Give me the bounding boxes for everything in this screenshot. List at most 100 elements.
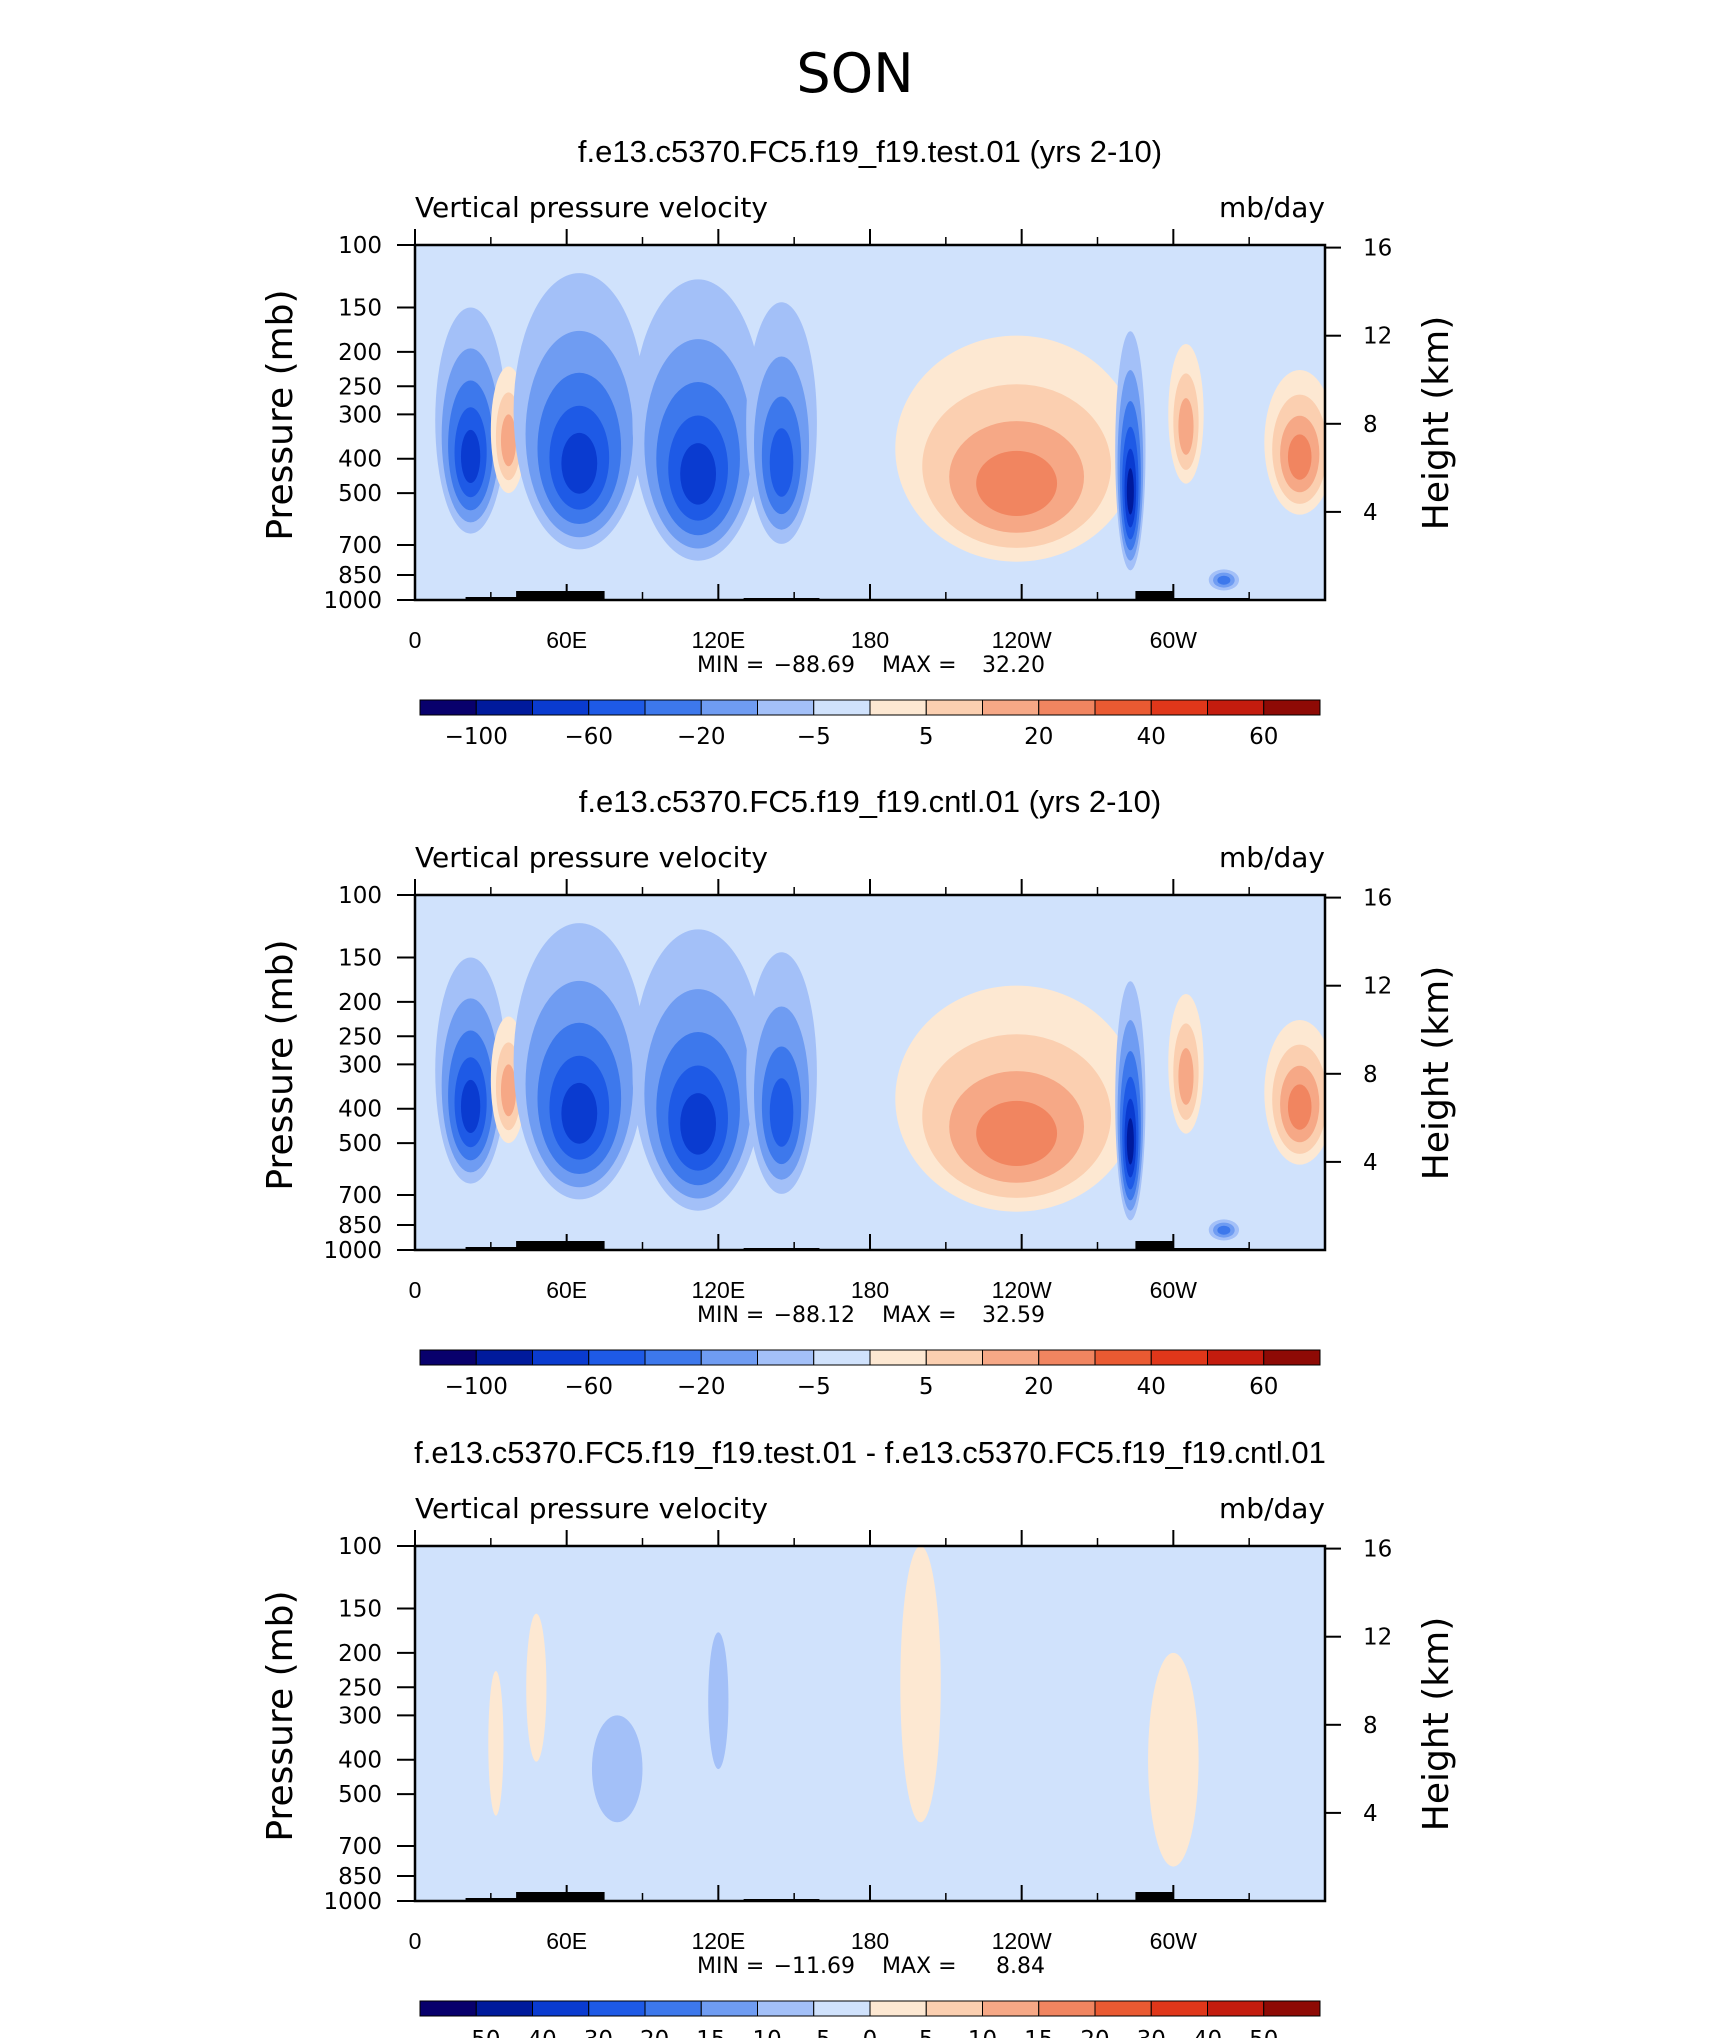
contour-blob-8 <box>1178 1048 1194 1105</box>
colorbar-box-12 <box>1038 2000 1096 2017</box>
contour-blob-5 <box>769 1078 794 1147</box>
contour-field <box>415 895 1325 1250</box>
x-tick-label: 180 <box>851 627 889 653</box>
colorbar-box-2 <box>475 2000 533 2017</box>
colorbar-label: −10 <box>733 2027 782 2038</box>
colorbar-box-4 <box>588 1349 646 1366</box>
colorbar-box-14 <box>1150 1349 1208 1366</box>
y-tick-label: 700 <box>338 533 382 559</box>
x-tick-label: 120W <box>992 627 1052 653</box>
topography-2 <box>516 1241 605 1250</box>
contour-blob-3 <box>561 1082 598 1144</box>
contour-blob-5 <box>900 1546 941 1823</box>
y2-tick-label: 12 <box>1363 324 1392 350</box>
x-tick-label: 60E <box>546 627 587 653</box>
y-tick-label: 400 <box>338 1748 382 1774</box>
colorbar-box-11 <box>982 2000 1040 2017</box>
contour-field <box>415 1546 1325 1901</box>
y-tick-label: 100 <box>338 1534 382 1560</box>
x-tick-label: 120W <box>992 1277 1052 1303</box>
contour-blob-1 <box>460 429 481 483</box>
y-tick-label: 700 <box>338 1834 382 1860</box>
y-tick-label: 200 <box>338 990 382 1016</box>
colorbar-box-13 <box>1094 699 1152 716</box>
colorbar-label: −60 <box>564 1374 613 1400</box>
colorbar-box-3 <box>532 2000 590 2017</box>
colorbar-box-7 <box>757 1349 815 1366</box>
colorbar-label: 5 <box>919 1374 934 1400</box>
y-tick-label: 250 <box>338 1024 382 1050</box>
x-tick-label: 60E <box>546 1928 587 1954</box>
colorbar-label: −20 <box>677 1374 726 1400</box>
y2-tick-label: 4 <box>1363 1801 1378 1827</box>
colorbar-box-6 <box>700 2000 758 2017</box>
y-tick-label: 1000 <box>323 1889 382 1915</box>
panels: f.e13.c5370.FC5.f19_f19.test.01 (yrs 2-1… <box>260 134 1457 2038</box>
panel-right-label: mb/day <box>1219 841 1325 874</box>
y2-axis-label: Height (km) <box>1416 316 1457 530</box>
colorbar-box-8 <box>813 2000 871 2017</box>
colorbar-label: 50 <box>1249 2027 1278 2038</box>
colorbar-label: 0 <box>863 2027 878 2038</box>
colorbar-label: −20 <box>677 724 726 750</box>
contour-blob-4 <box>680 1093 717 1155</box>
y-tick-label: 150 <box>338 296 382 322</box>
colorbar-label: 5 <box>919 2027 934 2038</box>
x-tick-label: 0 <box>409 627 422 653</box>
x-tick-label: 120E <box>691 1277 745 1303</box>
contour-blob-8 <box>1178 398 1194 455</box>
y-axis-label: Pressure (mb) <box>260 289 301 540</box>
contour-blob-4 <box>526 1613 547 1762</box>
y-axis-label: Pressure (mb) <box>260 1590 301 1841</box>
y-axis-label: Pressure (mb) <box>260 939 301 1190</box>
colorbar-box-1 <box>419 2000 477 2017</box>
x-tick-label: 180 <box>851 1928 889 1954</box>
y-tick-label: 100 <box>338 233 382 259</box>
x-tick-label: 0 <box>409 1277 422 1303</box>
colorbar-label: 5 <box>919 724 934 750</box>
colorbar-box-12 <box>1038 699 1096 716</box>
y2-tick-label: 16 <box>1363 886 1392 912</box>
colorbar-box-9 <box>869 699 927 716</box>
colorbar-label: −100 <box>445 724 508 750</box>
contour-blob-2 <box>708 1632 729 1770</box>
colorbar-box-10 <box>925 2000 983 2017</box>
x-tick-label: 120E <box>691 1928 745 1954</box>
colorbar-box-2 <box>475 699 533 716</box>
y-tick-label: 850 <box>338 1213 382 1239</box>
y-tick-label: 100 <box>338 883 382 909</box>
colorbar-label: −5 <box>797 724 831 750</box>
y-tick-label: 400 <box>338 447 382 473</box>
colorbar-box-1 <box>419 699 477 716</box>
topography-2 <box>516 1892 605 1901</box>
colorbar-label: 40 <box>1137 724 1166 750</box>
colorbar-label: 40 <box>1137 1374 1166 1400</box>
y-tick-label: 850 <box>338 1864 382 1890</box>
colorbar-box-5 <box>644 699 702 716</box>
colorbar-box-6 <box>700 1349 758 1366</box>
colorbar-box-4 <box>588 699 646 716</box>
topography-4 <box>1135 591 1174 600</box>
y-tick-label: 150 <box>338 1597 382 1623</box>
y2-tick-label: 8 <box>1363 1062 1378 1088</box>
y2-tick-label: 8 <box>1363 412 1378 438</box>
x-tick-label: 0 <box>409 1928 422 1954</box>
colorbar-label: 40 <box>1193 2027 1222 2038</box>
topography-1 <box>465 1898 555 1901</box>
colorbar-label: −60 <box>564 724 613 750</box>
colorbar-label: −5 <box>797 2027 831 2038</box>
y-tick-label: 150 <box>338 946 382 972</box>
page-title: SON <box>796 42 913 105</box>
y-tick-label: 1000 <box>323 1238 382 1264</box>
colorbar-box-12 <box>1038 1349 1096 1366</box>
stat-min-label: MIN = <box>697 653 764 678</box>
colorbar-box-15 <box>1207 1349 1265 1366</box>
y-tick-label: 300 <box>338 402 382 428</box>
colorbar-box-8 <box>813 699 871 716</box>
y2-tick-label: 12 <box>1363 1625 1392 1651</box>
panel-title: f.e13.c5370.FC5.f19_f19.test.01 - f.e13.… <box>414 1435 1326 1470</box>
y-tick-label: 500 <box>338 1131 382 1157</box>
colorbar-label: −100 <box>445 1374 508 1400</box>
colorbar-label: 20 <box>1024 1374 1053 1400</box>
